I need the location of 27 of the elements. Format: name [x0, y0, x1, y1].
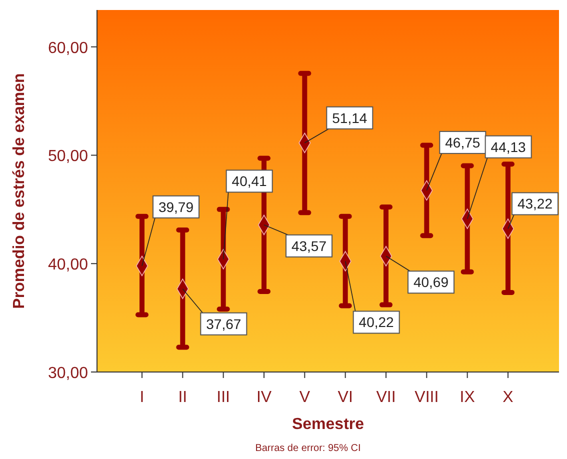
text: Barras de error: 95% CI [255, 443, 361, 454]
data-label: 44,13 [490, 138, 526, 155]
x-tick-label: X [502, 389, 514, 406]
x-tick-label: VII [376, 389, 396, 406]
x-tick-label: II [178, 389, 188, 406]
x-tick-label: V [299, 389, 310, 406]
data-label: 51,14 [332, 110, 368, 126]
data-label: 43,22 [517, 196, 553, 212]
data-label: 40,69 [413, 274, 449, 290]
x-tick-label: IV [256, 389, 272, 406]
x-axis-title: Semestre [292, 416, 364, 433]
y-axis-title: Promedio de estrés de examen [11, 73, 28, 309]
data-label: 46,75 [445, 134, 480, 150]
x-tick-label: I [140, 389, 144, 406]
data-label: 37,67 [206, 316, 242, 332]
y-tick-label: 50,00 [48, 148, 88, 166]
y-tick-label: 60,00 [48, 40, 88, 57]
x-tick-label: VIII [414, 389, 439, 406]
data-label: 40,41 [232, 173, 268, 190]
x-tick-label: VI [338, 389, 353, 406]
y-tick-label: 40,00 [48, 256, 88, 274]
data-label: 40,22 [358, 314, 394, 330]
y-tick-label: 30,00 [48, 365, 88, 382]
data-label: 39,79 [158, 198, 194, 215]
x-tick-label: III [216, 389, 230, 406]
data-label: 43,57 [291, 238, 327, 254]
x-tick-label: IX [460, 389, 476, 406]
